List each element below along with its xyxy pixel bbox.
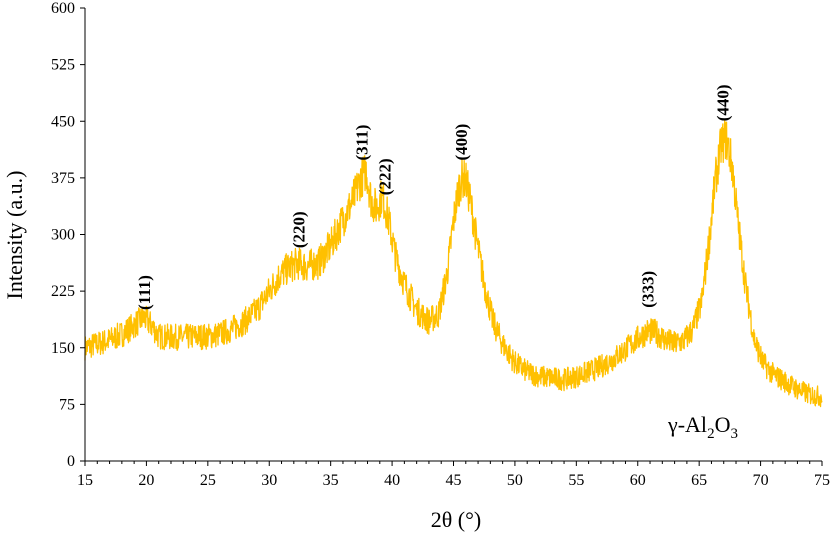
- peak-label: (333): [639, 271, 658, 308]
- sample-label-mid: O: [715, 412, 731, 437]
- x-tick-label: 50: [507, 472, 523, 489]
- y-tick-label: 525: [51, 57, 75, 74]
- x-tick-label: 60: [630, 472, 646, 489]
- x-tick-label: 65: [691, 472, 707, 489]
- peak-label: (311): [352, 125, 371, 161]
- y-tick-label: 375: [51, 170, 75, 187]
- x-tick-label: 25: [200, 472, 216, 489]
- x-tick-label: 55: [568, 472, 584, 489]
- y-tick-label: 75: [59, 396, 75, 413]
- y-tick-label: 225: [51, 283, 75, 300]
- axes: 15 20 25 30 35 40 45 50 55 60 65 70 75 0 75 150 225 300 37…: [51, 0, 830, 489]
- y-axis-title: Intensity (a.u.): [2, 171, 27, 300]
- x-tick-label: 75: [814, 472, 830, 489]
- sample-label-sub2: 3: [730, 426, 738, 442]
- x-tick-label: 20: [138, 472, 154, 489]
- x-axis-title: 2θ (°): [431, 507, 482, 532]
- sample-label-prefix: γ-Al: [667, 412, 707, 437]
- y-tick-label: 150: [51, 340, 75, 357]
- peak-label: (220): [290, 211, 309, 248]
- x-tick-label: 45: [446, 472, 462, 489]
- x-tick-label: 30: [261, 472, 277, 489]
- peak-label: (222): [376, 158, 395, 195]
- plot-area: [84, 119, 823, 408]
- x-tick-label: 40: [384, 472, 400, 489]
- sample-label-sub1: 2: [707, 426, 715, 442]
- x-tick-label: 70: [753, 472, 769, 489]
- peak-label: (111): [135, 275, 154, 310]
- y-tick-label: 0: [67, 453, 75, 470]
- x-tick-label: 35: [323, 472, 339, 489]
- sample-label: γ-Al2O3: [667, 412, 738, 442]
- x-tick-label: 15: [77, 472, 93, 489]
- y-tick-label: 600: [51, 0, 75, 17]
- y-tick-label: 300: [51, 227, 75, 244]
- series-line-0: [84, 119, 823, 408]
- y-tick-label: 450: [51, 113, 75, 130]
- peak-label: (440): [714, 84, 733, 121]
- peak-label: (400): [452, 124, 471, 161]
